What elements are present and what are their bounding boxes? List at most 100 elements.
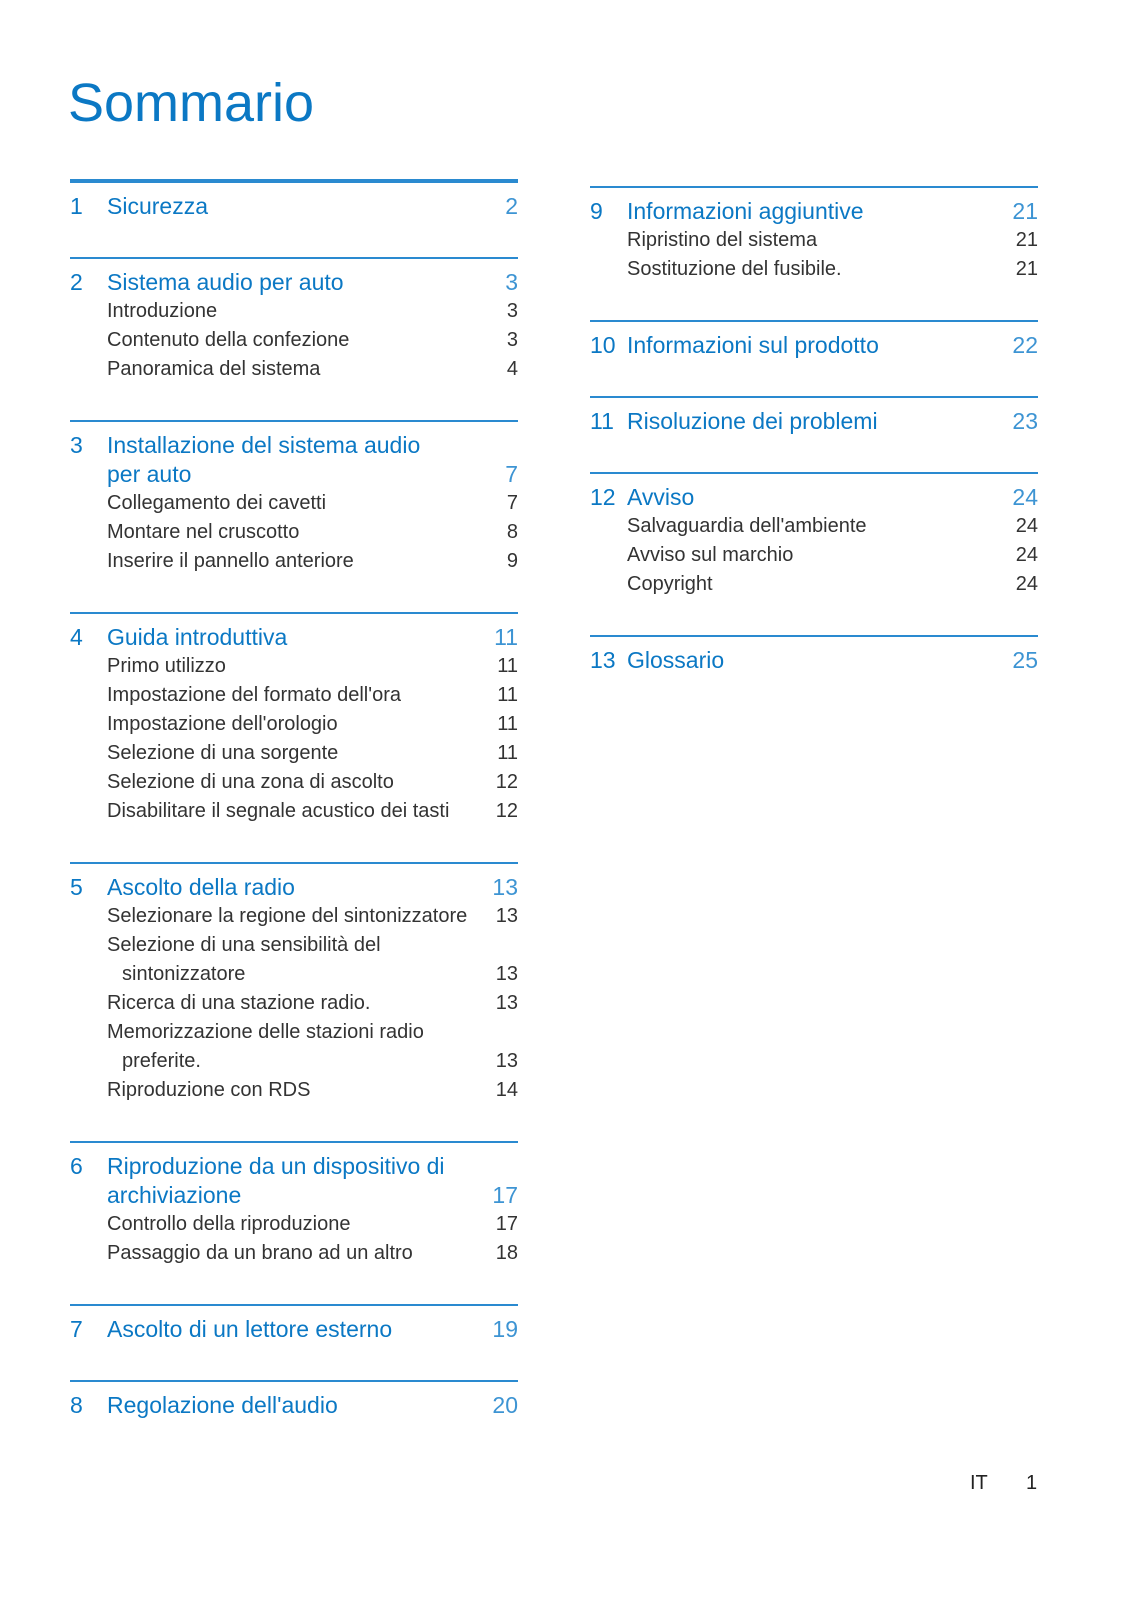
item-title: sintonizzatore <box>122 963 246 985</box>
item-page: 3 <box>506 300 518 322</box>
item-page: 11 <box>497 655 518 677</box>
item-row: Copyright 24 <box>590 570 1038 599</box>
spacer <box>70 652 107 681</box>
item-title: Ripristino del sistema <box>627 229 818 251</box>
item-page: 13 <box>495 1050 518 1072</box>
section-heading-row: 9 Informazioni aggiuntive 21 <box>590 197 1038 226</box>
item-row: Salvaguardia dell'ambiente 24 <box>590 512 1038 541</box>
item-row: Introduzione 3 <box>70 297 518 326</box>
item-row: Primo utilizzo 11 <box>70 652 518 681</box>
spacer <box>70 460 107 489</box>
section-number: 13 <box>590 647 616 673</box>
item-title: Disabilitare il segnale acustico dei tas… <box>107 800 450 822</box>
section-number: 7 <box>70 1316 83 1342</box>
section-page: 20 <box>492 1392 518 1418</box>
item-row: Passaggio da un brano ad un altro 18 <box>70 1239 518 1268</box>
item-title: preferite. <box>122 1050 201 1072</box>
item-page: 24 <box>1015 573 1038 595</box>
item-row: Disabilitare il segnale acustico dei tas… <box>70 797 518 826</box>
section-title: Sistema audio per auto <box>107 269 344 295</box>
item-row: Ricerca di una stazione radio. 13 <box>70 989 518 1018</box>
item-row: Inserire il pannello anteriore 9 <box>70 547 518 576</box>
section-number: 4 <box>70 624 83 650</box>
section-title: Ascolto della radio <box>107 874 295 900</box>
toc-section: 5 Ascolto della radio 13 Selezionare la reg… <box>70 862 518 1141</box>
item-page: 4 <box>506 358 518 380</box>
item-page: 17 <box>495 1213 518 1235</box>
section-title: archiviazione <box>107 1182 242 1208</box>
toc-section: 4 Guida introduttiva 11 Primo utilizzo 11 Imp… <box>70 612 518 862</box>
toc-section: 9 Informazioni aggiuntive 21 Ripristino del… <box>590 186 1038 320</box>
item-page: 13 <box>495 905 518 927</box>
section-heading-row: 5 Ascolto della radio 13 <box>70 873 518 902</box>
toc-section: 3 Installazione del sistema audio per auto… <box>70 420 518 612</box>
item-title: Impostazione dell'orologio <box>107 713 338 735</box>
section-number: 8 <box>70 1392 83 1418</box>
item-title: Copyright <box>627 573 713 595</box>
spacer <box>70 710 107 739</box>
section-number: 12 <box>590 484 616 510</box>
toc-section: 7 Ascolto di un lettore esterno 19 <box>70 1304 518 1380</box>
item-title: Selezionare la regione del sintonizzator… <box>107 905 468 927</box>
item-title: Introduzione <box>107 300 218 322</box>
item-row: Impostazione del formato dell'ora 11 <box>70 681 518 710</box>
item-title: Memorizzazione delle stazioni radio <box>107 1021 424 1043</box>
spacer <box>590 541 627 570</box>
item-title: Impostazione del formato dell'ora <box>107 684 401 706</box>
section-number: 3 <box>70 432 83 458</box>
footer-page: 1 <box>1026 1472 1038 1494</box>
item-page: 9 <box>506 550 518 572</box>
toc-section: 6 Riproduzione da un dispositivo di archiv… <box>70 1141 518 1304</box>
section-page: 17 <box>492 1182 518 1208</box>
item-row: Panoramica del sistema 4 <box>70 355 518 384</box>
section-title: Riproduzione da un dispositivo di <box>107 1153 445 1179</box>
section-page: 19 <box>492 1316 518 1342</box>
spacer <box>70 797 107 826</box>
section-page: 3 <box>505 269 518 295</box>
section-heading-row: 13 Glossario 25 <box>590 646 1038 675</box>
spacer <box>70 1239 107 1268</box>
item-title: Montare nel cruscotto <box>107 521 300 543</box>
section-page: 21 <box>1012 198 1038 224</box>
spacer <box>70 355 107 384</box>
item-row: sintonizzatore 13 <box>70 960 518 989</box>
spacer <box>70 1018 107 1047</box>
spacer <box>70 681 107 710</box>
item-row: Contenuto della confezione 3 <box>70 326 518 355</box>
spacer <box>590 512 627 541</box>
item-title: Passaggio da un brano ad un altro <box>107 1242 413 1264</box>
section-title: Informazioni sul prodotto <box>627 332 879 358</box>
section-title: Regolazione dell'audio <box>107 1392 338 1418</box>
spacer <box>590 226 627 255</box>
section-number: 1 <box>70 193 83 219</box>
section-title: Ascolto di un lettore esterno <box>107 1316 393 1342</box>
section-title: Avviso <box>627 484 695 510</box>
section-page: 22 <box>1012 332 1038 358</box>
section-title: Informazioni aggiuntive <box>627 198 864 224</box>
item-title: Salvaguardia dell'ambiente <box>627 515 867 537</box>
spacer <box>70 931 107 960</box>
section-number: 11 <box>590 408 614 434</box>
item-page: 11 <box>497 742 518 764</box>
item-page: 11 <box>497 684 518 706</box>
section-title: Glossario <box>627 647 725 673</box>
section-page: 23 <box>1012 408 1038 434</box>
item-title: Contenuto della confezione <box>107 329 350 351</box>
item-row: Selezionare la regione del sintonizzator… <box>70 902 518 931</box>
spacer <box>70 902 107 931</box>
item-row: Montare nel cruscotto 8 <box>70 518 518 547</box>
toc-column: 1 Sicurezza 2 2 Sistema audio per auto 3 Intro… <box>70 179 518 1456</box>
toc-section: 13 Glossario 25 <box>590 635 1038 711</box>
toc-section: 1 Sicurezza 2 <box>70 179 518 257</box>
item-title: Panoramica del sistema <box>107 358 321 380</box>
item-page: 24 <box>1015 544 1038 566</box>
section-number: 2 <box>70 269 83 295</box>
section-page: 2 <box>505 193 518 219</box>
section-heading-row: 7 Ascolto di un lettore esterno 19 <box>70 1315 518 1344</box>
toc-section: 10 Informazioni sul prodotto 22 <box>590 320 1038 396</box>
item-page: 18 <box>495 1242 518 1264</box>
section-number: 10 <box>590 332 616 358</box>
section-title: per auto <box>107 461 192 487</box>
item-row: Riproduzione con RDS 14 <box>70 1076 518 1105</box>
section-heading-row: 12 Avviso 24 <box>590 483 1038 512</box>
